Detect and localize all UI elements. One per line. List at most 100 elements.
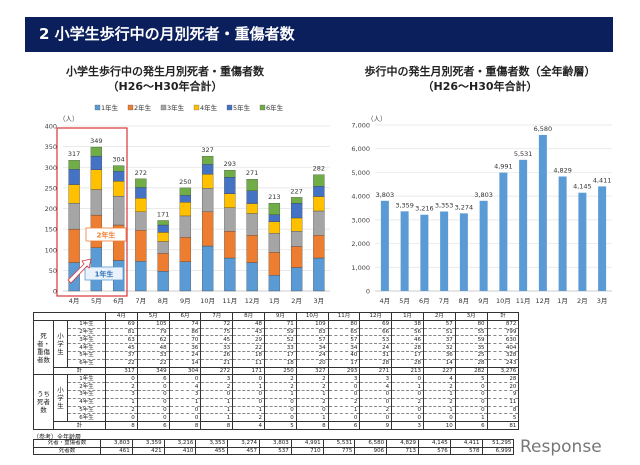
right-chart-title-main: 歩行中の発生月別死者・重傷者数（全年齢層） xyxy=(364,65,596,78)
bar-segment-1年生 xyxy=(135,261,147,292)
table-cell: 37 xyxy=(422,335,456,345)
table-cell: 59 xyxy=(454,335,488,345)
table-cell: 328 xyxy=(486,350,520,360)
table-cell: 578 xyxy=(449,446,483,455)
table-cell: 872 xyxy=(486,319,520,329)
table-cell: 304 xyxy=(168,366,202,376)
table-cell: 66 xyxy=(359,327,393,337)
left-chart-subtitle: （H26～H30年合計） xyxy=(107,80,223,93)
table-cell: 28 xyxy=(391,358,424,368)
table-row: 2年生 2 0 4 2 1 2 2 0 4 1 2 0 20 xyxy=(34,382,520,391)
table-cell: 0 xyxy=(105,413,138,423)
table-cell: 6 xyxy=(136,421,170,430)
table-cell: 1 xyxy=(200,405,234,415)
table-cell: 0 xyxy=(136,397,170,407)
bar-segment-1年生 xyxy=(157,271,169,292)
grade-label: 5年生 xyxy=(67,405,106,415)
table-cell: 3 xyxy=(200,374,234,384)
table-cell: 0 xyxy=(136,413,170,423)
table-cell: 1 xyxy=(200,413,234,423)
data-label: 4,411 xyxy=(593,176,612,184)
bar xyxy=(519,159,528,291)
table-cell: 8 xyxy=(105,421,138,430)
table-cell: 28 xyxy=(454,358,488,368)
table-cell: 0 xyxy=(136,382,170,391)
legend-swatch xyxy=(259,104,266,111)
table-cell: 48 xyxy=(232,319,265,329)
table-cell: 630 xyxy=(486,335,520,345)
bar-segment-5年生 xyxy=(157,224,169,233)
bar-segment-1年生 xyxy=(224,257,236,292)
x-tick-label: 6月 xyxy=(419,297,430,305)
bar-segment-5年生 xyxy=(268,214,281,222)
grade-label: 3年生 xyxy=(67,389,106,399)
bar-segment-4年生 xyxy=(290,217,303,232)
y-tick-label: 350 xyxy=(45,143,57,151)
table-cell: 24 xyxy=(295,350,329,360)
x-tick-label: 5月 xyxy=(399,297,410,305)
table-cell: 799 xyxy=(486,327,520,337)
table-cell: 1 xyxy=(327,405,361,415)
group-label: うち死者数 xyxy=(33,374,54,430)
bar-segment-1年生 xyxy=(201,245,214,292)
bar-segment-4年生 xyxy=(246,203,258,214)
table-cell: 11 xyxy=(486,397,520,407)
sub-group-label: 小学生 xyxy=(53,374,68,423)
y-tick-label: 0 xyxy=(53,288,57,296)
x-tick-label: 3月 xyxy=(597,297,608,305)
left-chart-title: 小学生歩行中の発生月別死者・重傷者数 （H26～H30年合計） xyxy=(40,64,290,94)
table-cell: 28 xyxy=(391,343,424,352)
legend-label: 6年生 xyxy=(266,103,284,112)
table-cell: 2 xyxy=(327,397,361,407)
table-cell: 81 xyxy=(105,327,138,337)
table-cell: 4,411 xyxy=(449,439,483,448)
table-cell: 28 xyxy=(359,358,393,368)
table-cell: 2 xyxy=(295,382,329,391)
table-cell: 24 xyxy=(359,343,393,352)
bar-segment-5年生 xyxy=(179,195,192,203)
response-watermark-logo: Response xyxy=(520,437,602,457)
bar-segment-6年生 xyxy=(224,169,236,178)
data-label: 3,359 xyxy=(395,201,414,209)
table-cell: 22 xyxy=(232,343,265,352)
bar-segment-6年生 xyxy=(201,155,214,165)
table-cell: 317 xyxy=(105,366,138,376)
total-label: 272 xyxy=(135,169,147,177)
bar xyxy=(578,192,587,291)
table-cell: 33 xyxy=(200,343,234,352)
table-cell: 40 xyxy=(327,350,361,360)
table-cell: 48 xyxy=(136,343,170,352)
table-row: 6年生 22 22 14 21 11 18 20 17 28 28 14 28 243 xyxy=(34,358,520,368)
table-cell: 2 xyxy=(295,397,329,407)
table-cell: 9 xyxy=(359,421,393,430)
table-cell: 171 xyxy=(232,366,265,376)
corner-cell xyxy=(33,312,106,321)
left-chart-title-main: 小学生歩行中の発生月別死者・重傷者数 xyxy=(66,65,264,78)
table-cell: 70 xyxy=(168,335,202,345)
table-cell: 2 xyxy=(200,382,234,391)
y-tick-label: 0 xyxy=(366,288,370,296)
bar-segment-4年生 xyxy=(179,202,192,217)
bar-segment-2年生 xyxy=(157,253,169,272)
table-cell: 55 xyxy=(454,327,488,337)
bar-segment-6年生 xyxy=(68,160,80,170)
bar-segment-2年生 xyxy=(313,235,325,259)
bar-segment-3年生 xyxy=(179,215,192,238)
bar-segment-4年生 xyxy=(224,193,236,208)
table-cell: 86 xyxy=(168,327,202,337)
table-cell: 34 xyxy=(327,343,361,352)
table-cell: 243 xyxy=(486,358,520,368)
table-cell: 33 xyxy=(263,343,297,352)
legend-label: 4年生 xyxy=(200,103,218,112)
x-tick-label: 1月 xyxy=(269,297,280,305)
table-cell: 0 xyxy=(327,413,361,423)
bar-segment-6年生 xyxy=(135,178,147,188)
table-cell: 0 xyxy=(391,374,424,384)
x-tick-label: 9月 xyxy=(478,297,489,305)
bar-segment-6年生 xyxy=(179,187,192,196)
arrow-icon xyxy=(67,258,92,284)
table-cell: 18 xyxy=(232,350,265,360)
y-tick-label: 200 xyxy=(45,205,57,213)
table-cell: 421 xyxy=(131,446,165,455)
table-cell: 2 xyxy=(232,413,265,423)
